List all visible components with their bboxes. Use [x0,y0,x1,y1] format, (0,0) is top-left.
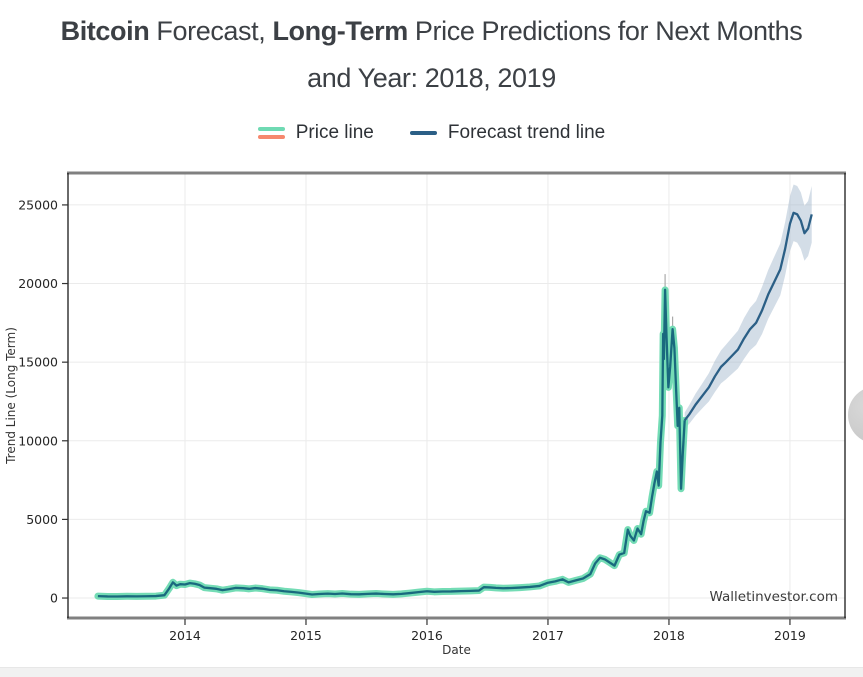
forecast-line-swatch-icon [409,131,437,135]
y-tick-label: 10000 [18,433,58,448]
legend-label-price-line: Price line [295,122,374,143]
price-line-color-bar [257,127,285,131]
x-tick-label: 2018 [653,628,685,643]
x-axis-label: Date [442,643,471,657]
legend-item-price-line: Price line [257,122,374,144]
legend-label-forecast-trend-line: Forecast trend line [447,122,606,143]
chart-legend: Price line Forecast trend line [0,115,863,151]
x-tick-label: 2014 [169,628,201,643]
scroll-next-button[interactable] [848,386,863,444]
x-tick-label: 2019 [774,628,806,643]
x-tick-label: 2015 [290,628,322,643]
legend-item-forecast-trend-line: Forecast trend line [409,122,606,144]
price-line-path [97,288,686,598]
page-title: Bitcoin Forecast, Long-Term Price Predic… [0,8,863,102]
y-tick-label: 0 [50,591,58,606]
next-section-strip [0,667,863,677]
title-bitcoin: Bitcoin [60,16,150,46]
y-tick-label: 5000 [26,512,58,527]
page-title-line2: and Year: 2018, 2019 [307,63,556,93]
price-line-swatch-icon [257,127,285,139]
price-range-color-bar [257,135,285,139]
x-tick-label: 2016 [411,628,443,643]
price-line-halo [94,286,689,601]
watermark-text: Walletinvestor.com [710,589,838,605]
y-tick-label: 15000 [18,355,58,370]
forecast-confidence-band [684,184,812,429]
y-axis-label: Trend Line (Long Term) [4,327,18,465]
page-title-line1: Bitcoin Forecast, Long-Term Price Predic… [60,16,803,46]
y-tick-label: 25000 [18,197,58,212]
y-tick-label: 20000 [18,276,58,291]
x-tick-label: 2017 [532,628,564,643]
title-long-term: Long-Term [272,16,408,46]
forecast-line-path [683,211,813,422]
